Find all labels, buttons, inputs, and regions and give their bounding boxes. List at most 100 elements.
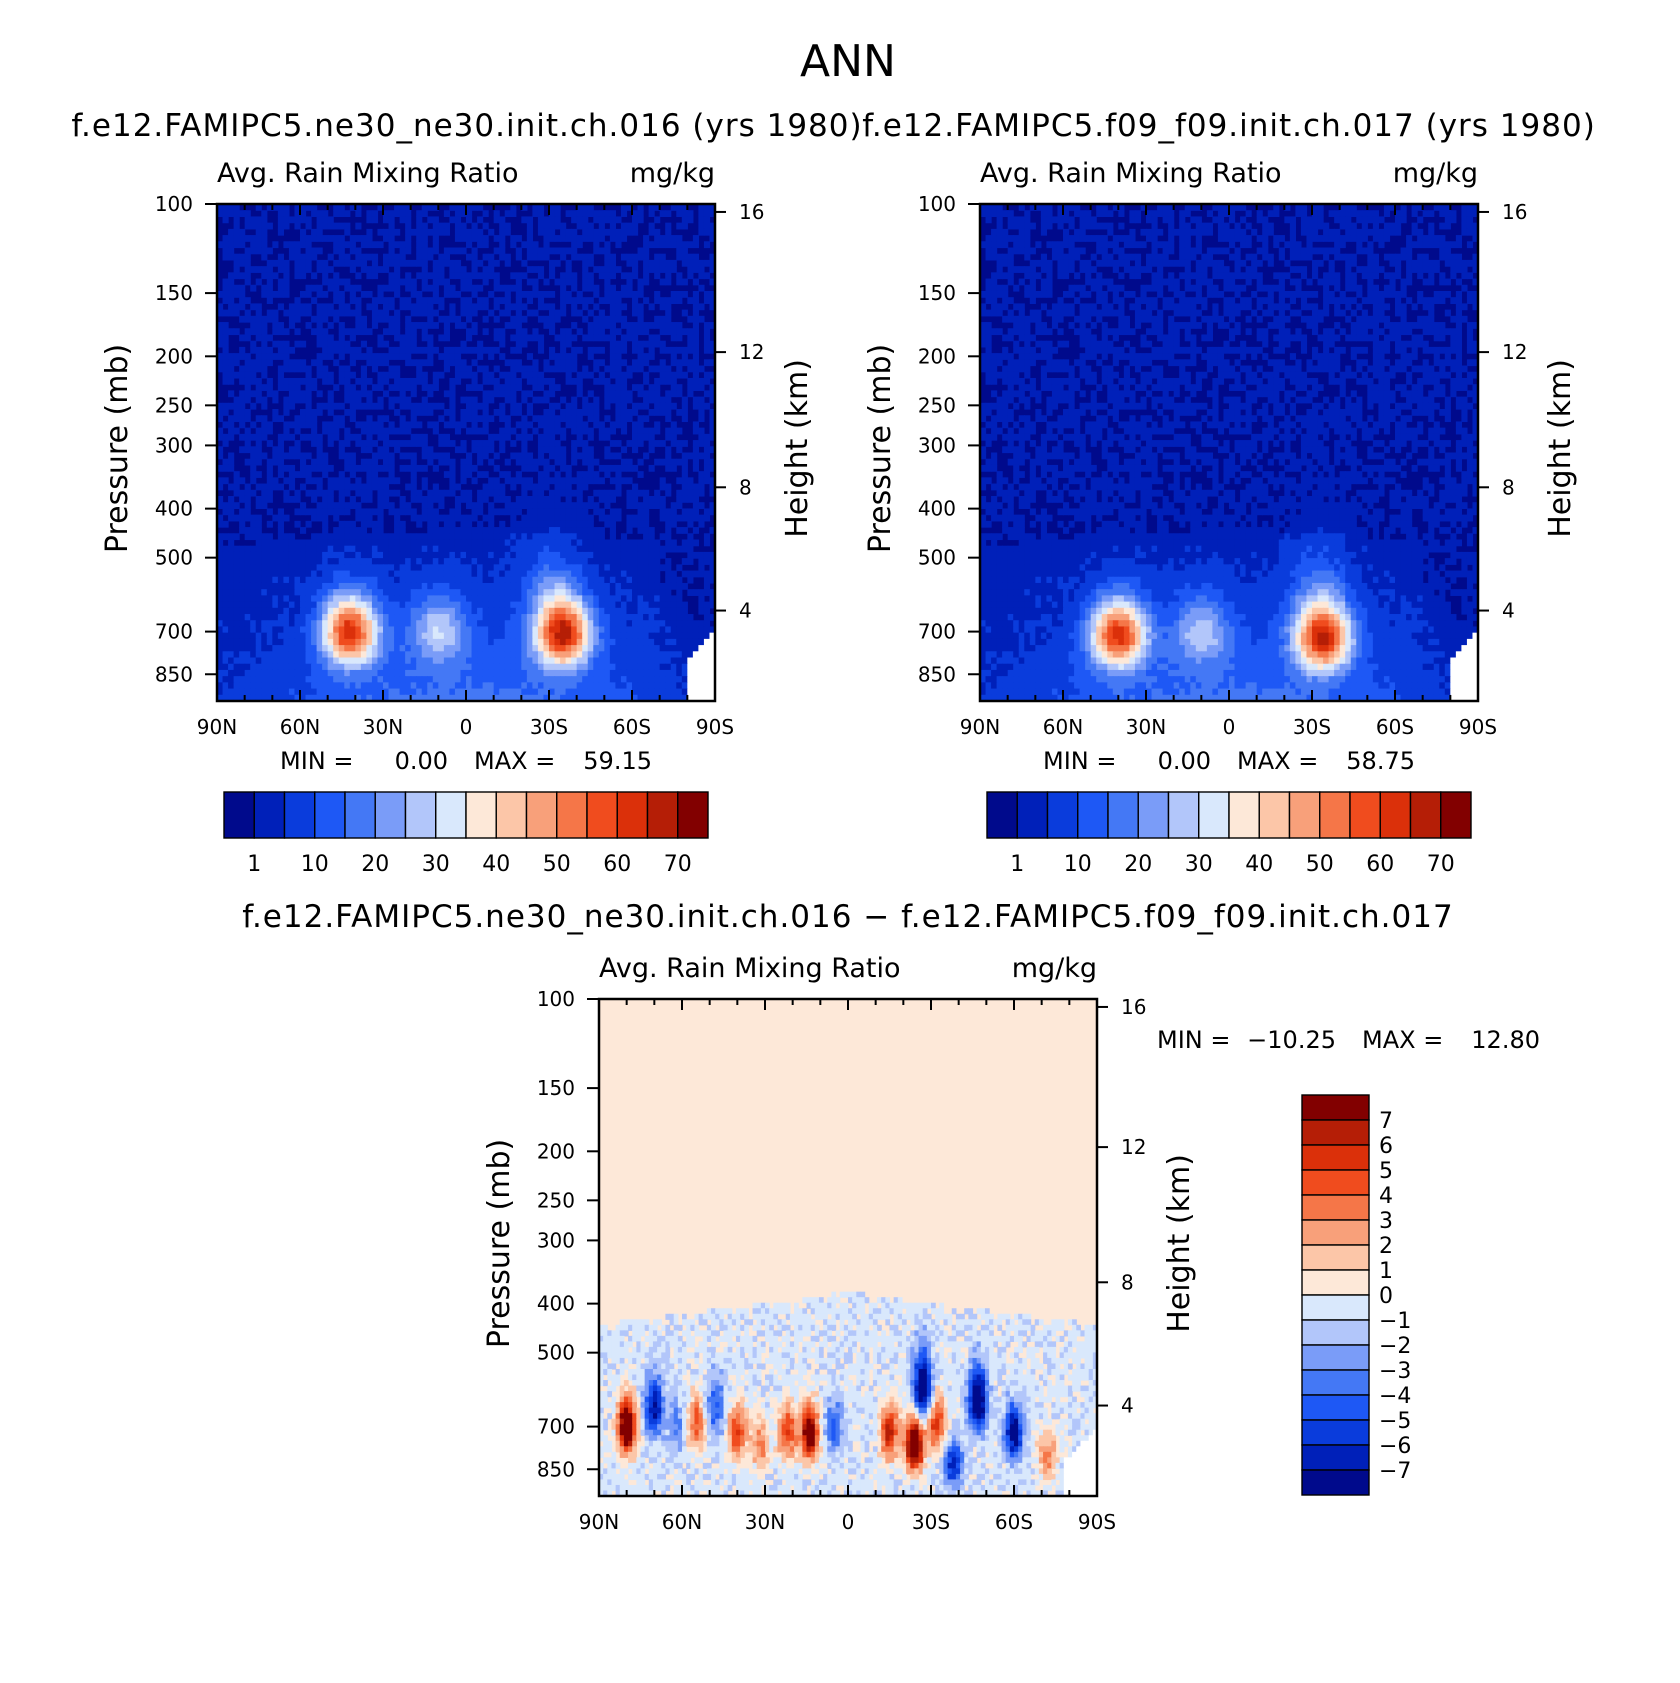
- contour-cell: [327, 576, 334, 584]
- contour-cell: [521, 495, 528, 503]
- contour-cell: [504, 558, 511, 565]
- contour-cell: [338, 489, 345, 497]
- contour-cells: [217, 204, 715, 701]
- contour-cell: [349, 290, 356, 298]
- contour-cell: [300, 601, 307, 609]
- contour-cell: [499, 558, 506, 565]
- contour-cell: [217, 545, 224, 553]
- contour-cell: [532, 576, 539, 584]
- contour-cell: [654, 614, 661, 621]
- contour-cell: [620, 396, 628, 404]
- contour-cell: [609, 651, 616, 659]
- contour-cell: [670, 334, 677, 342]
- contour-cell: [421, 440, 428, 447]
- contour-cell: [543, 409, 550, 416]
- contour-cell: [493, 284, 500, 292]
- contour-cell: [300, 377, 307, 385]
- contour-cell: [410, 545, 417, 553]
- contour-cell: [432, 576, 439, 584]
- contour-cell: [421, 514, 428, 522]
- contour-cell: [576, 452, 583, 460]
- contour-cell: [665, 446, 672, 454]
- contour-cell: [521, 632, 528, 640]
- contour-cell: [377, 297, 384, 304]
- contour-cell: [288, 477, 296, 485]
- contour-cell: [377, 632, 384, 640]
- contour-cell: [410, 384, 417, 391]
- contour-cell: [371, 315, 379, 323]
- contour-cell: [333, 607, 340, 615]
- contour-cell: [322, 508, 329, 516]
- contour-cell: [438, 582, 445, 590]
- contour-cell: [521, 514, 528, 522]
- contour-cell: [643, 620, 650, 628]
- contour-cell: [488, 390, 495, 398]
- contour-cell: [366, 663, 373, 671]
- contour-cell: [228, 433, 235, 441]
- contour-cell: [493, 645, 500, 652]
- contour-cell: [626, 284, 633, 292]
- contour-cell: [515, 508, 522, 516]
- contour-cell: [432, 514, 439, 522]
- contour-cell: [217, 303, 224, 311]
- contour-cell: [460, 564, 467, 572]
- contour-cell: [371, 297, 379, 304]
- contour-cell: [383, 657, 390, 665]
- contour-cell: [349, 371, 356, 379]
- contour-cell: [665, 402, 672, 410]
- contour-cell: [322, 278, 329, 286]
- contour-cell: [327, 539, 334, 547]
- contour-cell: [338, 682, 345, 690]
- contour-cell: [493, 495, 500, 503]
- contour-cell: [637, 402, 644, 410]
- contour-cell: [432, 651, 439, 659]
- contour-cell: [261, 365, 268, 373]
- contour-cell: [620, 651, 628, 659]
- contour-cell: [609, 322, 616, 329]
- contour-cell: [620, 284, 628, 292]
- contour-cell: [388, 614, 395, 621]
- contour-cell: [471, 595, 478, 603]
- contour-cell: [565, 582, 572, 590]
- contour-cell: [443, 421, 450, 429]
- contour-cell: [233, 266, 240, 273]
- contour-cell: [294, 309, 301, 317]
- contour-cell: [377, 657, 384, 665]
- contour-cell: [488, 458, 495, 466]
- contour-cell: [709, 266, 715, 273]
- contour-cell: [371, 632, 379, 640]
- contour-cell: [482, 669, 489, 677]
- contour-cell: [449, 632, 456, 640]
- contour-cell: [333, 210, 340, 218]
- contour-cell: [349, 204, 356, 211]
- contour-cell: [344, 676, 351, 683]
- contour-cell: [322, 589, 329, 596]
- contour-cell: [383, 371, 390, 379]
- contour-cell: [543, 365, 550, 373]
- contour-cell: [443, 551, 450, 559]
- contour-cell: [410, 440, 417, 447]
- contour-cell: [405, 589, 412, 596]
- contour-cell: [543, 222, 550, 230]
- contour-cell: [344, 595, 351, 603]
- contour-cell: [609, 365, 616, 373]
- contour-cell: [637, 353, 644, 360]
- contour-cell: [233, 669, 240, 677]
- contour-cell: [543, 514, 550, 522]
- contour-cell: [266, 204, 273, 211]
- contour-cell: [554, 247, 561, 255]
- contour-cell: [698, 620, 705, 628]
- contour-cell: [460, 365, 467, 373]
- contour-cell: [598, 651, 605, 659]
- contour-cell: [388, 303, 395, 311]
- contour-cell: [344, 346, 351, 354]
- contour-cell: [488, 595, 495, 603]
- contour-cell: [482, 589, 489, 596]
- contour-cell: [399, 657, 406, 665]
- contour-cell: [244, 328, 251, 336]
- contour-cell: [582, 564, 589, 572]
- contour-cell: [410, 570, 417, 578]
- contour-cell: [482, 272, 489, 280]
- contour-cell: [698, 657, 705, 665]
- contour-cell: [620, 228, 628, 236]
